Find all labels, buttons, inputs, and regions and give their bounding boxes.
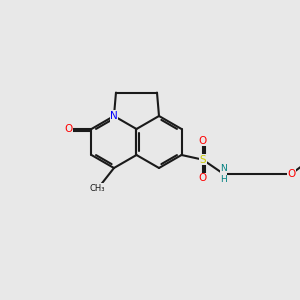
Text: O: O [199, 173, 207, 183]
Text: S: S [200, 155, 206, 165]
Text: O: O [287, 169, 296, 179]
Text: N: N [110, 111, 118, 121]
Text: O: O [64, 124, 72, 134]
Text: CH₃: CH₃ [90, 184, 105, 193]
Text: O: O [199, 136, 207, 146]
Text: N
H: N H [220, 164, 227, 184]
